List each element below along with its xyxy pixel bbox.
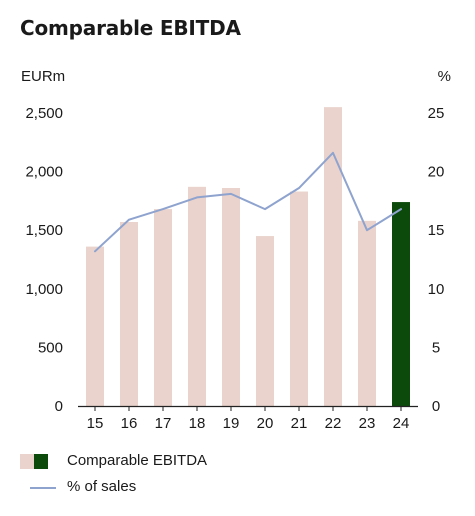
legend: Comparable EBITDA % of sales [20, 452, 320, 502]
plot-area: 15 16 17 18 19 20 21 22 23 24 0 500 1,000 1,500 2,000 2… [25, 105, 445, 432]
y-left-tick-label: 0 [55, 398, 63, 415]
y-right-tick-label: 0 [432, 398, 440, 415]
y-left-tick-label: 500 [38, 339, 63, 356]
bar-20 [256, 236, 274, 406]
y-left-tick-label: 1,000 [25, 281, 63, 298]
y-left-tick-label: 2,000 [25, 164, 63, 181]
x-tick-label-22: 22 [325, 415, 342, 432]
legend-swatch-bar [20, 454, 34, 469]
y-left-tick-label: 1,500 [25, 222, 63, 239]
left-axis-unit: EURm [21, 68, 66, 85]
x-tick-label-23: 23 [359, 415, 376, 432]
y-right-tick-label: 25 [428, 105, 445, 122]
x-tick-label-24: 24 [393, 415, 410, 432]
bar-15 [86, 246, 104, 406]
y-right-tick-label: 15 [428, 222, 445, 239]
x-tick-label-19: 19 [223, 415, 240, 432]
y-right-tick-label: 10 [428, 281, 445, 298]
x-tick-label-17: 17 [155, 415, 172, 432]
bar-17 [154, 209, 172, 406]
bar-24 [392, 202, 410, 406]
legend-label-line: % of sales [67, 478, 137, 495]
x-tick-label-21: 21 [291, 415, 308, 432]
bar-21 [290, 191, 308, 406]
legend-label-bars: Comparable EBITDA [67, 452, 208, 469]
x-tick-label-18: 18 [189, 415, 206, 432]
legend-swatch-bar-highlight [34, 454, 48, 469]
x-tick-label-15: 15 [87, 415, 104, 432]
bar-19 [222, 188, 240, 406]
legend-swatch-line [30, 487, 56, 489]
y-right-tick-label: 5 [432, 339, 440, 356]
chart-title: Comparable EBITDA [20, 16, 241, 40]
bar-23 [358, 220, 376, 406]
right-axis-unit: % [437, 68, 451, 85]
y-right-tick-label: 20 [428, 164, 445, 181]
x-tick-label-16: 16 [121, 415, 138, 432]
bar-18 [188, 186, 206, 406]
bar-22 [324, 107, 342, 406]
y-left-tick-label: 2,500 [25, 105, 63, 122]
line-series-pct-of-sales [94, 151, 402, 253]
x-tick-label-20: 20 [257, 415, 274, 432]
bar-16 [120, 221, 138, 406]
